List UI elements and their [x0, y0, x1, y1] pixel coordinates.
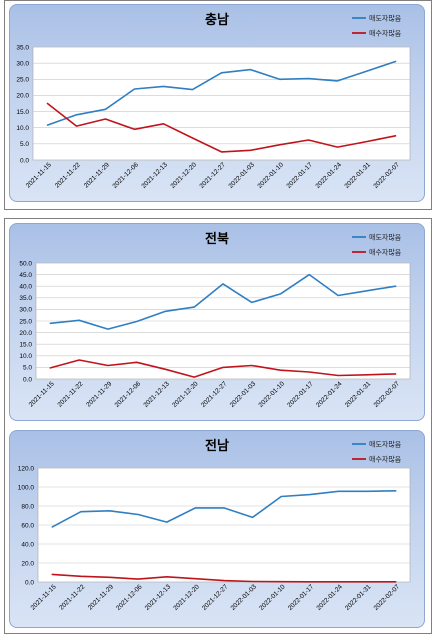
- y-tick-label: 35.0: [19, 295, 32, 302]
- legend-entry: 매도자많음: [369, 14, 402, 23]
- y-tick-label: 20.0: [16, 93, 29, 100]
- y-tick-label: 30.0: [19, 307, 32, 314]
- y-tick-label: 20.0: [21, 560, 34, 567]
- x-tick-label: 2022-01-31: [344, 583, 373, 612]
- chart-title: 전북: [205, 231, 229, 246]
- y-tick-label: 30.0: [16, 60, 29, 67]
- y-tick-label: 40.0: [19, 284, 32, 291]
- x-tick-label: 2021-12-20: [172, 583, 201, 612]
- x-tick-label: 2021-11-29: [85, 380, 113, 408]
- y-tick-label: 120.0: [18, 465, 35, 472]
- x-tick-label: 2021-11-22: [58, 583, 86, 611]
- x-tick-label: 2022-01-31: [343, 161, 372, 190]
- series-line-sell: [46, 60, 397, 126]
- chart-title: 충남: [205, 12, 229, 27]
- x-tick-label: 2021-12-13: [144, 583, 173, 612]
- y-tick-label: 50.0: [19, 260, 32, 267]
- x-tick-label: 2021-11-15: [25, 161, 53, 189]
- x-tick-label: 2022-01-24: [315, 380, 344, 409]
- x-tick-label: 2021-12-20: [171, 380, 200, 409]
- x-tick-label: 2021-11-29: [87, 583, 115, 611]
- y-tick-label: 0.0: [25, 579, 34, 586]
- y-tick-label: 60.0: [21, 522, 34, 529]
- y-tick-label: 25.0: [16, 77, 29, 84]
- x-tick-label: 2021-12-06: [111, 161, 140, 190]
- x-tick-label: 2022-01-03: [230, 583, 259, 612]
- y-tick-label: 0.0: [23, 376, 32, 383]
- x-tick-label: 2022-01-17: [285, 161, 314, 190]
- x-tick-label: 2021-12-27: [201, 583, 230, 612]
- x-tick-label: 2021-11-15: [30, 583, 58, 611]
- series-line-buy: [49, 359, 397, 378]
- y-tick-label: 15.0: [19, 342, 32, 349]
- x-tick-label: 2022-01-17: [287, 583, 316, 612]
- chart-title: 전남: [205, 438, 229, 453]
- y-tick-label: 0.0: [20, 157, 29, 164]
- y-tick-label: 45.0: [19, 272, 32, 279]
- legend-entry: 매수자많음: [369, 248, 402, 257]
- plot-area: [32, 46, 411, 161]
- x-tick-label: 2022-01-17: [286, 380, 315, 409]
- series-line-sell: [51, 489, 397, 528]
- y-tick-label: 80.0: [21, 503, 34, 510]
- x-tick-label: 2021-12-06: [115, 583, 144, 612]
- y-tick-label: 10.0: [19, 353, 32, 360]
- y-tick-label: 100.0: [18, 484, 35, 491]
- x-tick-label: 2022-01-03: [229, 380, 258, 409]
- x-tick-label: 2022-02-07: [373, 583, 402, 612]
- x-tick-label: 2021-12-20: [169, 161, 198, 190]
- y-tick-label: 40.0: [21, 541, 34, 548]
- series-line-buy: [46, 102, 397, 153]
- y-tick-label: 5.0: [20, 141, 29, 148]
- series-line-buy: [51, 573, 397, 583]
- x-tick-label: 2021-11-22: [56, 380, 84, 408]
- x-tick-label: 2021-11-15: [28, 380, 56, 408]
- y-tick-label: 25.0: [19, 318, 32, 325]
- legend-entry: 매도자많음: [369, 233, 402, 242]
- y-tick-label: 10.0: [16, 125, 29, 132]
- x-tick-label: 2021-12-27: [198, 161, 227, 190]
- x-tick-label: 2021-11-22: [54, 161, 82, 189]
- x-tick-label: 2021-11-29: [83, 161, 111, 189]
- legend-entry: 매수자많음: [369, 455, 402, 464]
- legend-entry: 매도자많음: [369, 440, 402, 449]
- x-tick-label: 2022-01-10: [258, 583, 287, 612]
- x-tick-label: 2021-12-13: [142, 380, 171, 409]
- chart-chungnam: 0.0 5.0 10.0 15.0 20.0 25.0 30.0 35.0 2021-11-15…: [16, 12, 411, 190]
- x-tick-label: 2021-12-06: [114, 380, 143, 409]
- x-tick-label: 2021-12-13: [140, 161, 169, 190]
- x-tick-label: 2022-02-07: [372, 161, 401, 190]
- x-tick-label: 2021-12-27: [200, 380, 229, 409]
- chart-jeonbuk: 0.0 5.0 10.0 15.0 20.0 25.0 30.0 35.0 40.0 45.0 50…: [19, 231, 411, 409]
- x-tick-label: 2022-02-07: [373, 380, 402, 409]
- y-tick-label: 35.0: [16, 44, 29, 51]
- x-tick-label: 2022-01-10: [256, 161, 285, 190]
- y-tick-label: 20.0: [19, 330, 32, 337]
- y-tick-label: 15.0: [16, 109, 29, 116]
- legend-entry: 매수자많음: [369, 29, 402, 38]
- series-line-sell: [49, 273, 397, 330]
- x-tick-label: 2022-01-31: [344, 380, 373, 409]
- x-tick-label: 2022-01-24: [315, 583, 344, 612]
- x-tick-label: 2022-01-03: [227, 161, 256, 190]
- x-tick-label: 2022-01-24: [314, 161, 343, 190]
- y-tick-label: 5.0: [23, 365, 32, 372]
- x-tick-label: 2022-01-10: [257, 380, 286, 409]
